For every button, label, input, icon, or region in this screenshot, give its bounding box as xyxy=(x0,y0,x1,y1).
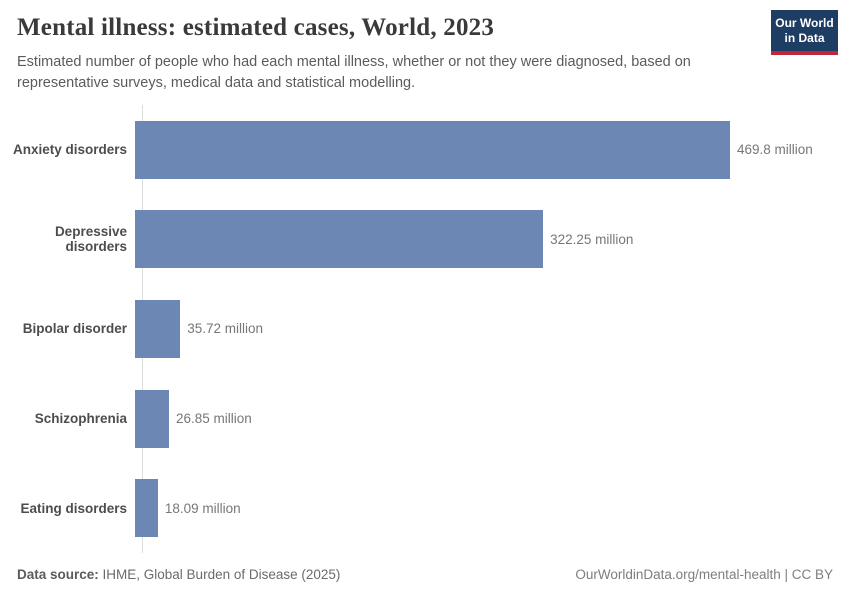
value-label: 18.09 million xyxy=(164,500,241,516)
value-label: 26.85 million xyxy=(176,411,252,427)
value-label: 35.72 million xyxy=(187,321,263,337)
data-source-label: Data source: xyxy=(17,567,99,582)
chart-footer: Data source: IHME, Global Burden of Dise… xyxy=(17,567,833,582)
data-source-value: IHME, Global Burden of Disease (2025) xyxy=(98,567,341,582)
value-label: 469.8 million xyxy=(737,142,813,158)
license-note[interactable]: OurWorldinData.org/mental-health | CC BY xyxy=(575,567,833,582)
value-label: 322.25 million xyxy=(550,231,634,247)
bar[interactable] xyxy=(135,210,544,269)
data-source: Data source: IHME, Global Burden of Dise… xyxy=(17,567,340,582)
bar[interactable] xyxy=(135,389,169,448)
bar-area: 26.85 million xyxy=(135,374,850,464)
category-label: Bipolar disorder xyxy=(22,321,127,337)
owid-logo-line2: in Data xyxy=(784,31,825,45)
category-label: Eating disorders xyxy=(20,500,127,516)
bar[interactable] xyxy=(135,479,158,538)
bar[interactable] xyxy=(135,299,181,358)
bar-area: 322.25 million xyxy=(135,195,850,285)
bar-chart: Anxiety disorders 469.8 million Depressi… xyxy=(0,105,850,553)
bar-area: 35.72 million xyxy=(135,284,850,374)
bar-area: 469.8 million xyxy=(135,105,850,195)
bar[interactable] xyxy=(135,120,730,179)
bar-row: Schizophrenia 26.85 million xyxy=(0,374,850,464)
bar-row: Anxiety disorders 469.8 million xyxy=(0,105,850,195)
bar-row: Eating disorders 18.09 million xyxy=(0,463,850,553)
category-label: Depressive disorders xyxy=(54,224,127,255)
owid-logo[interactable]: Our World in Data xyxy=(771,10,838,55)
category-label: Schizophrenia xyxy=(34,411,127,427)
chart-subtitle: Estimated number of people who had each … xyxy=(17,54,691,91)
bar-row: Depressive disorders 322.25 million xyxy=(0,195,850,285)
page-title: Mental illness: estimated cases, World, … xyxy=(17,14,495,41)
bar-rows: Anxiety disorders 469.8 million Depressi… xyxy=(0,105,850,553)
bar-row: Bipolar disorder 35.72 million xyxy=(0,284,850,374)
category-label: Anxiety disorders xyxy=(12,142,127,158)
bar-area: 18.09 million xyxy=(135,463,850,553)
owid-logo-line1: Our World xyxy=(775,16,834,30)
